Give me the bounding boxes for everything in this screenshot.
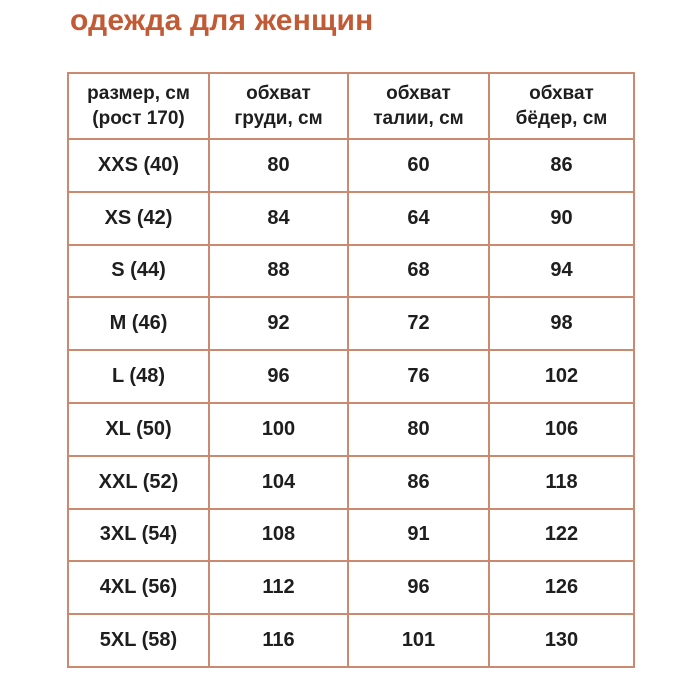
column-header-waist: обхват талии, см: [347, 72, 490, 140]
size-cell: 3XL (54): [67, 507, 210, 563]
waist-cell: 64: [347, 190, 490, 246]
chest-cell: 96: [208, 349, 349, 404]
table-row: XL (50) 100 80 106: [67, 401, 635, 457]
size-cell: M (46): [67, 296, 210, 352]
waist-cell: 72: [347, 296, 490, 352]
size-cell: L (48): [67, 349, 210, 404]
waist-cell: 80: [347, 401, 490, 457]
waist-cell: 60: [347, 138, 490, 193]
waist-cell: 101: [347, 613, 490, 668]
waist-cell: 86: [347, 454, 490, 510]
table-row: XXL (52) 104 86 118: [67, 454, 635, 510]
hips-cell: 86: [488, 138, 635, 193]
size-table: размер, см (рост 170) обхват груди, см о…: [67, 72, 635, 668]
table-row: 4XL (56) 112 96 126: [67, 560, 635, 616]
hips-cell: 102: [488, 349, 635, 404]
table-row: XXS (40) 80 60 86: [67, 138, 635, 193]
column-header-hips: обхват бёдер, см: [488, 72, 635, 140]
header-line: груди, см: [234, 108, 323, 129]
header-line: (рост 170): [92, 108, 185, 129]
chest-cell: 80: [208, 138, 349, 193]
hips-cell: 118: [488, 454, 635, 510]
size-cell: XXS (40): [67, 138, 210, 193]
table-header-row: размер, см (рост 170) обхват груди, см о…: [67, 72, 635, 140]
header-line: обхват: [246, 82, 311, 104]
hips-cell: 106: [488, 401, 635, 457]
table-row: L (48) 96 76 102: [67, 349, 635, 404]
waist-cell: 91: [347, 507, 490, 563]
hips-cell: 130: [488, 613, 635, 668]
size-cell: XXL (52): [67, 454, 210, 510]
chest-cell: 116: [208, 613, 349, 668]
chest-cell: 100: [208, 401, 349, 457]
header-line: бёдер, см: [515, 108, 608, 129]
header-line: талии, см: [373, 108, 464, 129]
chest-cell: 92: [208, 296, 349, 352]
size-cell: XL (50): [67, 401, 210, 457]
waist-cell: 68: [347, 243, 490, 299]
hips-cell: 98: [488, 296, 635, 352]
table-row: 5XL (58) 116 101 130: [67, 613, 635, 668]
waist-cell: 96: [347, 560, 490, 616]
table-row: 3XL (54) 108 91 122: [67, 507, 635, 563]
size-table-body: XXS (40) 80 60 86 XS (42) 84 64 90 S (44) 88 68 94 M…: [67, 138, 635, 668]
header-line: обхват: [386, 82, 451, 104]
size-cell: 5XL (58): [67, 613, 210, 668]
hips-cell: 90: [488, 190, 635, 246]
chest-cell: 84: [208, 190, 349, 246]
size-cell: XS (42): [67, 190, 210, 246]
table-row: S (44) 88 68 94: [67, 243, 635, 299]
column-header-size: размер, см (рост 170): [67, 72, 210, 140]
header-line: обхват: [529, 82, 594, 104]
hips-cell: 94: [488, 243, 635, 299]
page-title: одежда для женщин: [70, 4, 374, 37]
hips-cell: 122: [488, 507, 635, 563]
chest-cell: 104: [208, 454, 349, 510]
size-cell: 4XL (56): [67, 560, 210, 616]
header-line: размер, см: [87, 82, 190, 104]
chest-cell: 112: [208, 560, 349, 616]
hips-cell: 126: [488, 560, 635, 616]
chest-cell: 108: [208, 507, 349, 563]
size-cell: S (44): [67, 243, 210, 299]
chest-cell: 88: [208, 243, 349, 299]
table-row: M (46) 92 72 98: [67, 296, 635, 352]
column-header-chest: обхват груди, см: [208, 72, 349, 140]
waist-cell: 76: [347, 349, 490, 404]
table-row: XS (42) 84 64 90: [67, 190, 635, 246]
